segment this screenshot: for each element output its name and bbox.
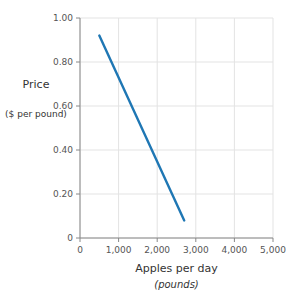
tick-label: 0.20 [53,189,73,199]
tick-label: 3,000 [183,245,209,255]
y-axis-line [80,18,81,238]
axes: 01,0002,0003,0004,0005,00000.200.400.600… [53,13,286,255]
tick [273,238,274,242]
tick [76,194,80,195]
grid-line [273,18,274,238]
demand-line [99,36,184,221]
tick-label: 1.00 [53,13,73,23]
tick-label: 2,000 [144,245,170,255]
tick [76,106,80,107]
grid-line [80,18,273,19]
tick [234,238,235,242]
tick-label: 0 [77,245,83,255]
tick-label: 0.40 [53,145,73,155]
tick [195,238,196,242]
tick [76,62,80,63]
tick [80,238,81,242]
grid-line [80,18,81,238]
plot-area [99,36,184,221]
tick-label: 1,000 [106,245,132,255]
grid-line [80,238,273,239]
chart: 01,0002,0003,0004,0005,00000.200.400.600… [0,0,293,300]
tick [76,238,80,239]
tick-label: 0 [67,233,73,243]
x-axis-label-sub: (pounds) [154,279,199,290]
tick [76,150,80,151]
tick [76,18,80,19]
grid-line [80,194,273,195]
x-axis-label: Apples per day [135,262,218,275]
grid-line [157,18,158,238]
tick [157,238,158,242]
grid-line [195,18,196,238]
grid-line [80,62,273,63]
tick [118,238,119,242]
y-axis-label: Price [23,78,50,91]
tick-label: 0.80 [53,57,73,67]
grid-line [234,18,235,238]
x-axis-line [80,238,273,239]
axis-labels: Apples per day (pounds) Price ($ per pound) [5,78,218,290]
grid-line [80,150,273,151]
tick-label: 5,000 [260,245,286,255]
grid-line [80,106,273,107]
grid [80,18,273,238]
tick-label: 4,000 [222,245,248,255]
grid-line [118,18,119,238]
y-axis-label-sub: ($ per pound) [5,109,67,119]
